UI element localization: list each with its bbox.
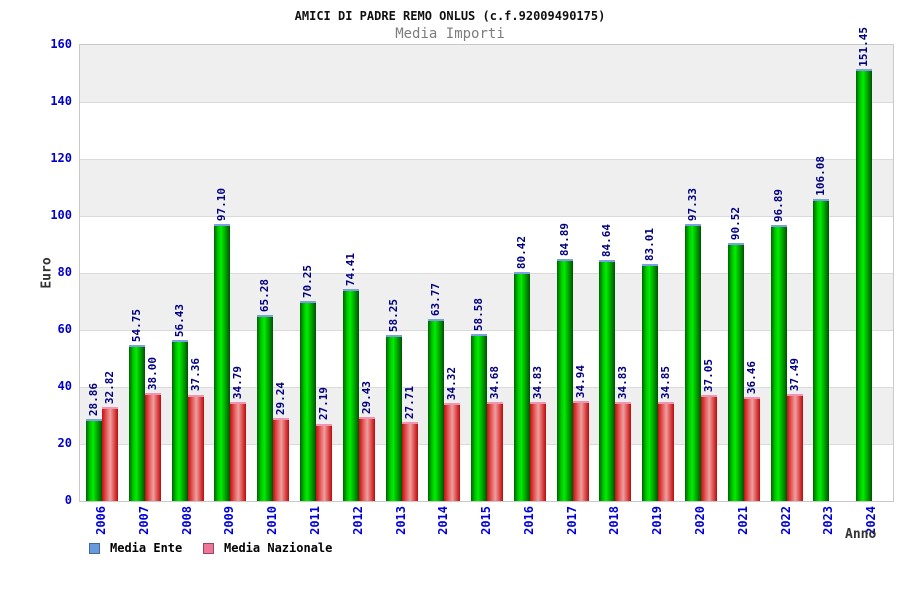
y-tick-label: 120 xyxy=(50,151,72,165)
legend-swatch-media-nazionale xyxy=(203,543,214,554)
x-tick-label-2012: 2012 xyxy=(350,506,365,535)
x-tick-label-2020: 2020 xyxy=(693,506,708,535)
plot-band xyxy=(80,330,893,387)
x-tick-label-2013: 2013 xyxy=(393,506,408,535)
x-tick-label-2023: 2023 xyxy=(821,506,836,535)
plot-band xyxy=(80,387,893,444)
y-tick-label: 100 xyxy=(50,208,72,222)
gridline xyxy=(80,273,893,274)
y-tick-label: 80 xyxy=(57,265,72,279)
gridline xyxy=(80,330,893,331)
y-tick-label: 60 xyxy=(57,322,72,336)
x-tick-label-2006: 2006 xyxy=(94,506,108,535)
plot-band xyxy=(80,444,893,501)
x-axis-title: Anno xyxy=(845,527,877,542)
x-tick-label-2017: 2017 xyxy=(564,506,579,535)
legend-label-media-nazionale: Media Nazionale xyxy=(224,541,333,555)
x-tick-label-2015: 2015 xyxy=(479,506,494,535)
chart-title: AMICI DI PADRE REMO ONLUS (c.f.920094901… xyxy=(294,9,606,23)
plot-band xyxy=(80,216,893,273)
plot-band xyxy=(80,273,893,330)
gridline xyxy=(80,387,893,388)
gridline xyxy=(80,444,893,445)
gridline xyxy=(80,102,893,103)
plot-band xyxy=(80,45,893,102)
gridline xyxy=(80,216,893,217)
x-tick-label-2016: 2016 xyxy=(521,506,536,535)
x-tick-label-2021: 2021 xyxy=(735,506,750,535)
chart-subtitle: Media Importi xyxy=(395,26,505,42)
gridline xyxy=(80,159,893,160)
x-tick-label-2019: 2019 xyxy=(650,506,665,535)
x-tick-label-2022: 2022 xyxy=(778,506,793,535)
y-tick-label: 160 xyxy=(50,37,72,51)
y-tick-label: 140 xyxy=(50,94,72,108)
plot-band xyxy=(80,159,893,216)
y-tick-label: 40 xyxy=(57,379,72,393)
y-tick-label: 20 xyxy=(57,436,72,450)
legend-swatch-media-ente xyxy=(89,543,100,554)
x-tick-label-2009: 2009 xyxy=(222,506,237,535)
x-tick-label-2007: 2007 xyxy=(136,506,151,535)
plot-area xyxy=(79,44,894,502)
x-tick-label-2011: 2011 xyxy=(307,506,322,535)
legend-label-media-ente: Media Ente xyxy=(110,541,183,555)
x-tick-label-2014: 2014 xyxy=(436,506,451,535)
plot-band xyxy=(80,102,893,159)
y-tick-label: 0 xyxy=(64,493,72,507)
x-tick-label-2010: 2010 xyxy=(265,506,280,535)
x-tick-label-2008: 2008 xyxy=(179,506,194,535)
x-tick-label-2018: 2018 xyxy=(607,506,622,535)
